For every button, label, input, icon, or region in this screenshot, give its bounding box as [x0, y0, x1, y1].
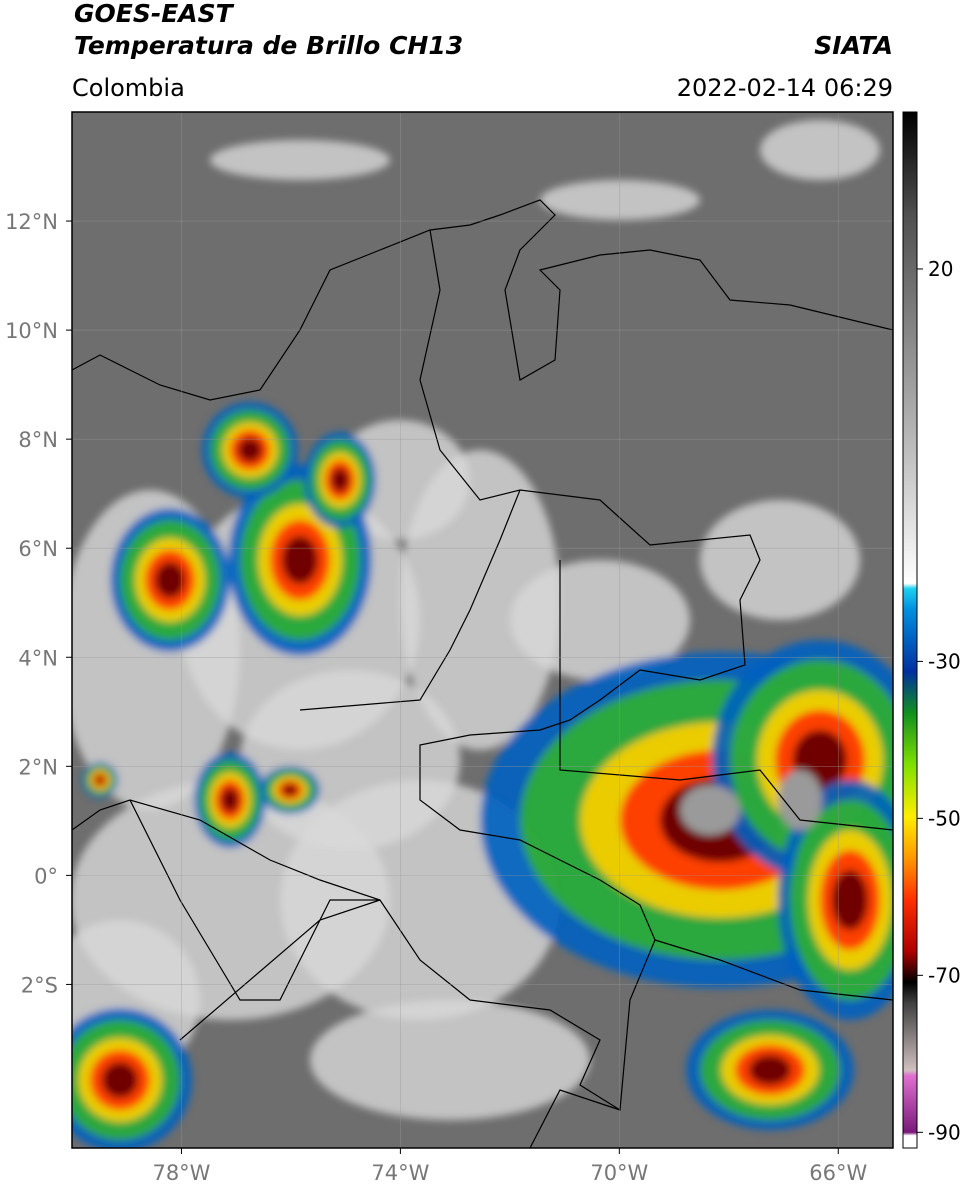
colorbar-label: -70 [928, 963, 961, 987]
clouds [72, 120, 893, 1148]
y-tick-label: 4°N [18, 646, 58, 670]
colorbar-label: -30 [928, 649, 961, 673]
colorbar-label: -50 [928, 806, 961, 830]
y-tick-label: 8°N [18, 428, 58, 452]
storm [331, 468, 349, 492]
colorbar-label: -90 [928, 1120, 961, 1144]
storm [238, 438, 262, 462]
y-tick-label: 2°N [18, 755, 58, 779]
storm-core [680, 785, 740, 835]
map-frame [71, 111, 894, 1149]
y-tick-label: 0° [34, 864, 58, 888]
cloud [210, 140, 390, 180]
cloud [540, 180, 700, 220]
x-tick-label: 74°W [371, 1161, 429, 1185]
storm [749, 1055, 791, 1085]
colorbar [902, 111, 918, 1149]
subtitle: Temperatura de Brillo CH13 [74, 31, 463, 60]
x-tick-label: 70°W [590, 1161, 648, 1185]
source: SIATA [814, 31, 893, 60]
storm [221, 788, 239, 812]
borders [72, 199, 893, 1148]
storm [102, 1062, 138, 1098]
cloud [760, 120, 880, 180]
storm [282, 784, 298, 796]
y-tick-label: 12°N [5, 210, 58, 234]
y-tick-label: 10°N [5, 319, 58, 343]
storm [282, 536, 318, 584]
storm-core [778, 770, 822, 830]
x-tick-label: 66°W [809, 1161, 867, 1185]
grid [72, 112, 893, 1148]
storm [155, 562, 185, 598]
cloud [310, 1000, 590, 1120]
datetime: 2022-02-14 06:29 [677, 74, 893, 102]
y-tick-label: 2°S [21, 973, 58, 997]
map-image [72, 112, 893, 1148]
colorbar-label: 20 [928, 257, 953, 281]
storm [95, 775, 105, 785]
region: Colombia [72, 74, 185, 102]
cloud [240, 670, 460, 850]
title: GOES-EAST [74, 0, 235, 28]
storm [832, 870, 868, 930]
cloud [700, 500, 860, 620]
cloud [510, 560, 690, 680]
x-tick-label: 78°W [152, 1161, 210, 1185]
y-tick-label: 6°N [18, 537, 58, 561]
